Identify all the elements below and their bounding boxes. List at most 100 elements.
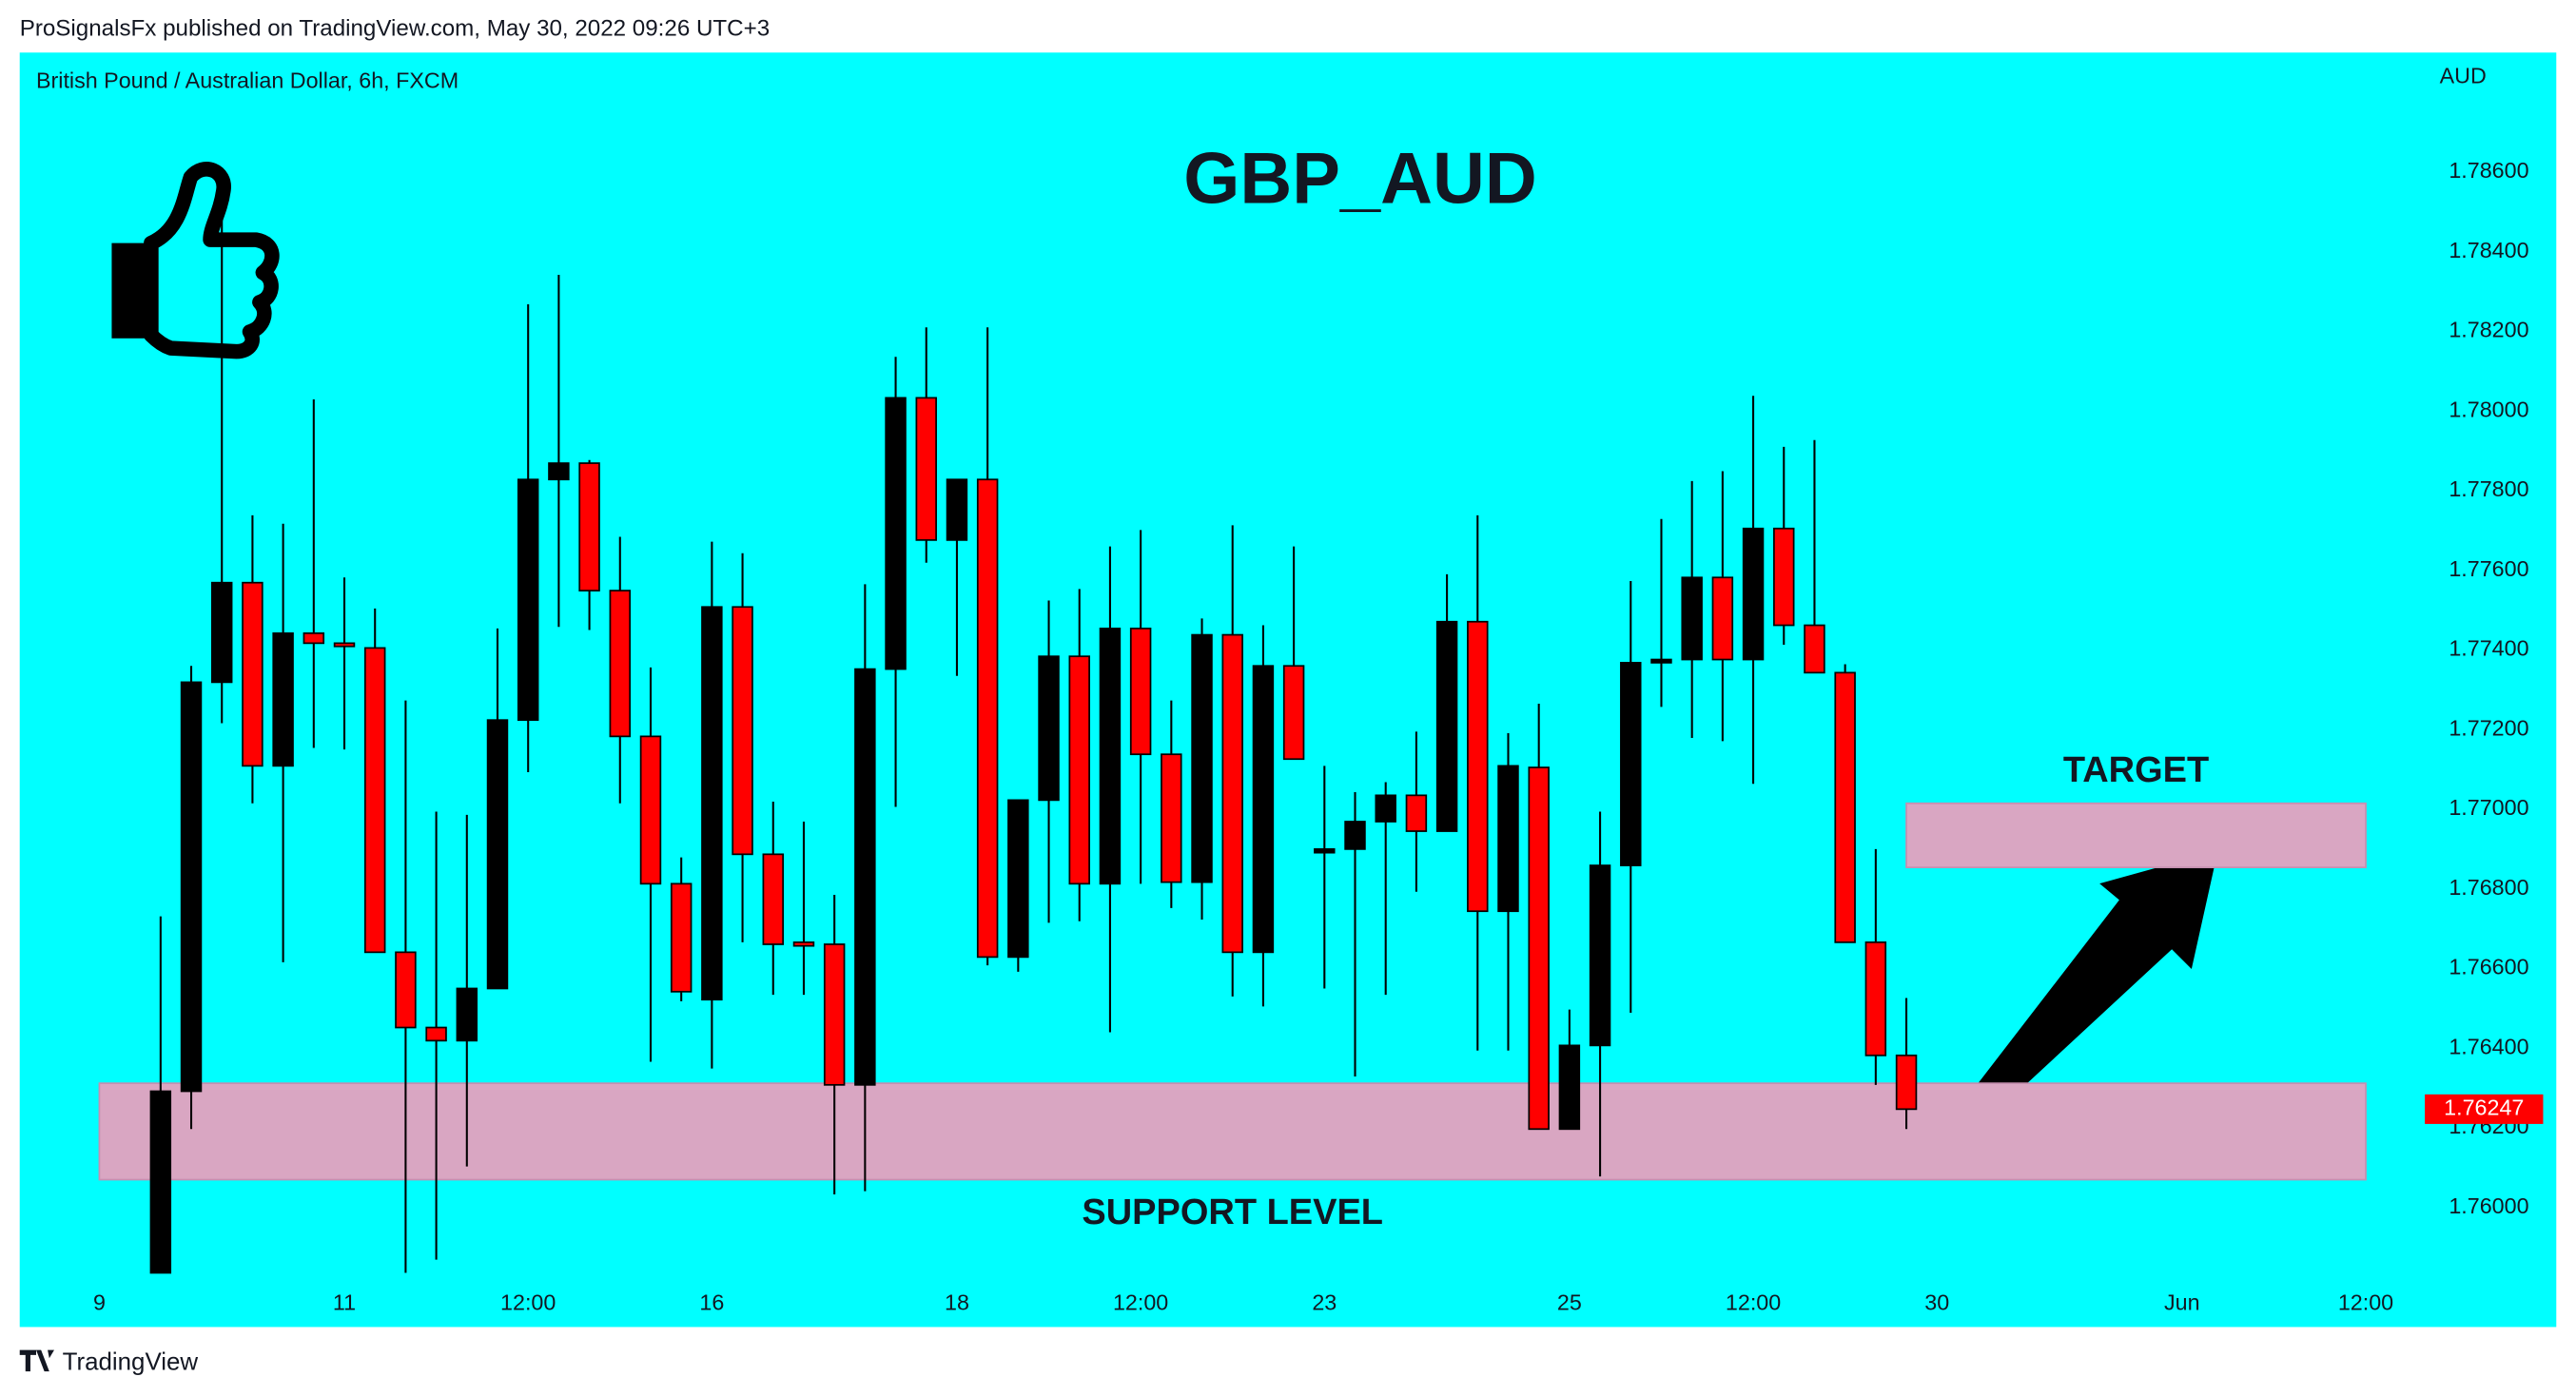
candle-body [1282,665,1305,761]
y-tick-label: 1.76600 [2449,955,2528,979]
last-price-badge [2425,1094,2544,1124]
candle-body [1068,655,1090,885]
x-tick-label: 9 [93,1289,106,1314]
candle-body [762,853,784,945]
candle-body [609,590,632,738]
candle-body [1864,941,1887,1057]
candle-body [1252,665,1275,954]
x-tick-label: 12:00 [2338,1289,2393,1314]
zone-label: TARGET [2063,750,2209,790]
candle-body [946,478,968,541]
y-tick-label: 1.77400 [2449,636,2528,661]
candle-body [823,943,846,1086]
candle-body [1589,864,1611,1047]
candle-body [1405,794,1428,832]
candle-body [486,719,509,990]
candle-body [302,632,325,645]
thumbs-up-icon [111,162,280,359]
candle-body [1007,799,1029,959]
zone [1905,802,2367,869]
x-tick-label: 23 [1312,1289,1337,1314]
y-tick-label: 1.78200 [2449,318,2528,342]
candle-body [395,951,417,1029]
candle-body [1558,1044,1581,1131]
candle-body [1650,658,1672,664]
candle-body [1528,766,1550,1131]
y-tick-label: 1.77600 [2449,556,2528,581]
y-tick-label: 1.76800 [2449,875,2528,900]
y-tick-label: 1.78400 [2449,238,2528,262]
y-tick-label: 1.77200 [2449,715,2528,740]
candle-body [548,462,570,481]
candle-body [1742,527,1765,661]
zone-label: SUPPORT LEVEL [1082,1192,1383,1232]
candle-body [180,681,203,1093]
x-tick-label: 12:00 [1726,1289,1781,1314]
candle-body [1497,765,1519,913]
candle-body [1161,753,1182,883]
x-tick-label: Jun [2164,1289,2200,1314]
candle-body [1344,821,1366,850]
x-tick-label: 25 [1557,1289,1582,1314]
currency-label: AUD [2440,63,2487,87]
arrow [1932,850,2218,1156]
candle-body [1191,633,1213,883]
y-tick-label: 1.76400 [2449,1034,2528,1058]
icon-cuff [111,242,148,339]
candle-body [425,1026,447,1042]
tradingview-logo [19,1349,54,1372]
y-tick-label: 1.77800 [2449,476,2528,501]
candle-body [670,882,693,993]
candle-body [272,632,294,767]
candle-body [701,606,723,1001]
icon-hand [144,162,280,359]
candle-body [1375,794,1396,823]
x-tick-label: 11 [333,1289,356,1314]
candle-body [792,941,815,947]
y-tick-label: 1.76000 [2449,1193,2528,1218]
candle-body [333,642,356,648]
footer-brand: TradingView [63,1348,199,1375]
zone [98,1082,2367,1181]
chart-title: GBP_AUD [1183,139,1536,220]
symbol-label: British Pound / Australian Dollar, 6h, F… [36,68,459,93]
candle-body [1620,662,1642,866]
candle-body [1834,671,1856,943]
candle-body [1804,624,1825,674]
x-tick-label: 30 [1924,1289,1949,1314]
candle-body [1099,628,1122,885]
x-tick-label: 16 [699,1289,724,1314]
candle-body [210,581,233,684]
candle-body [517,478,539,722]
candle-body [456,987,478,1042]
candle-body [1773,527,1795,627]
x-tick-label: 18 [945,1289,969,1314]
candle-body [1129,628,1152,756]
candle-body [885,397,907,670]
candle-body [149,1090,172,1274]
candle-body [915,397,937,541]
y-tick-label: 1.77000 [2449,795,2528,820]
candle-body [578,462,600,591]
candle-body [639,735,662,885]
x-tick-label: 12:00 [1113,1289,1168,1314]
x-tick-label: 12:00 [500,1289,556,1314]
publish-header: ProSignalsFx published on TradingView.co… [20,15,770,41]
candle-body [1895,1054,1918,1111]
candle-body [1314,848,1336,854]
candle-body [1038,655,1060,802]
candle-body [1221,633,1243,954]
candle-body [363,647,386,954]
candle-body [242,581,263,767]
candle-body [1681,576,1703,661]
candle-body [976,478,999,959]
candle-body [1467,620,1489,913]
candle-body [732,606,753,856]
last-price-label: 1.76247 [2444,1095,2524,1120]
candle-body [1711,576,1734,661]
y-tick-label: 1.78000 [2449,397,2528,421]
y-tick-label: 1.78600 [2449,158,2528,183]
candle-body [854,668,876,1086]
